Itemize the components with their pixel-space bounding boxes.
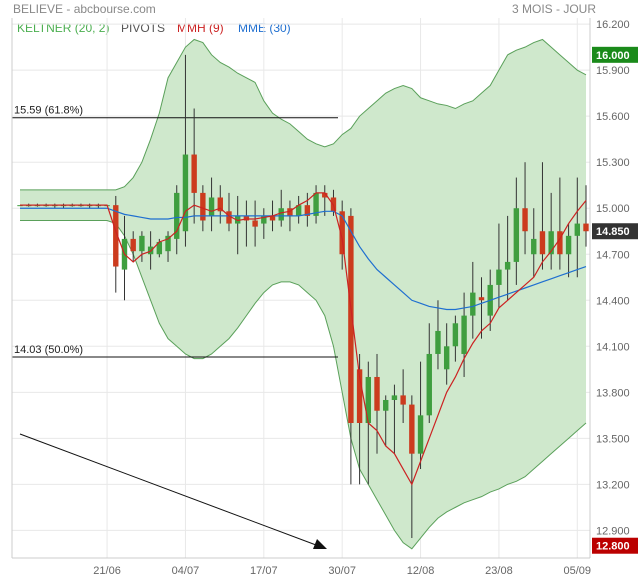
candle-body	[191, 154, 197, 193]
candle-body	[243, 215, 250, 221]
y-tick-label: 16.200	[596, 19, 630, 31]
price-badge-label: 14.850	[596, 226, 630, 238]
candle-body	[278, 208, 284, 221]
y-tick-label: 14.700	[596, 249, 630, 261]
candle-body	[374, 376, 380, 411]
candle-body	[365, 376, 372, 423]
candle-body	[557, 231, 563, 255]
candle-body	[496, 269, 502, 285]
keltner-upper-line	[20, 38, 587, 191]
candle-body	[548, 231, 554, 255]
y-tick-label: 13.200	[596, 479, 630, 491]
y-tick-label: 15.300	[596, 157, 630, 169]
candle-body	[409, 404, 415, 454]
price-badge	[592, 223, 638, 240]
price-badges: 16.000 14.850 12.800	[592, 46, 638, 554]
price-badge	[592, 537, 638, 554]
arrow-head	[313, 539, 327, 549]
y-tick-label: 13.800	[596, 387, 630, 399]
mme-line	[20, 207, 587, 311]
candle-body	[339, 211, 345, 255]
fib-label: 15.59 (61.8%)	[14, 105, 83, 117]
candle-body	[531, 238, 537, 255]
candle-body	[113, 205, 119, 267]
candle-body	[400, 395, 406, 405]
axes: 12.900 13.200 13.500 13.800 14.100 14.400 14.7…	[11, 18, 630, 577]
candle-body	[443, 346, 450, 370]
candle-body	[217, 197, 223, 212]
x-tick-label: 12/08	[407, 565, 435, 577]
mmh-line	[20, 192, 587, 486]
candle-body	[234, 215, 241, 224]
candle-body	[391, 395, 398, 400]
candle-body	[200, 192, 206, 221]
candle-body	[130, 238, 136, 252]
y-tick-label: 14.400	[596, 295, 630, 307]
candle-body	[313, 192, 319, 216]
y-tick-label: 15.900	[596, 65, 630, 77]
y-tick-label: 13.500	[596, 433, 630, 445]
candle-body	[383, 399, 389, 411]
y-tick-label: 15.600	[596, 111, 630, 123]
candle-body	[165, 235, 171, 252]
candle-body	[295, 205, 302, 216]
candle-body	[522, 208, 528, 232]
candle-body	[417, 415, 424, 454]
candle-body	[426, 353, 432, 416]
candle-body	[226, 211, 232, 224]
candle-body	[435, 330, 441, 354]
candle-body	[539, 231, 546, 255]
candle-body	[583, 223, 589, 232]
candle-body	[261, 215, 267, 224]
arrow-shaft	[19, 433, 317, 546]
candle-body	[470, 292, 476, 316]
candle-body	[139, 235, 145, 252]
candle-body	[252, 220, 258, 227]
x-tick-label: 17/07	[250, 565, 278, 577]
candle-body	[461, 315, 467, 354]
candle-body	[478, 297, 485, 301]
moving-averages	[20, 192, 587, 486]
x-tick-label: 05/09	[564, 565, 592, 577]
candle-body	[356, 369, 363, 423]
candle-body	[269, 215, 276, 221]
keltner-fill	[20, 39, 586, 549]
period-label[interactable]: 3 MOIS - JOUR	[512, 2, 597, 16]
y-tick-label: 15.000	[596, 203, 630, 215]
y-tick-label: 12.900	[596, 525, 630, 537]
x-tick-label: 21/06	[93, 565, 121, 577]
candle-body	[322, 192, 328, 198]
fib-label: 14.03 (50.0%)	[14, 344, 83, 356]
candle-body	[513, 208, 520, 262]
price-badge-label: 16.000	[596, 50, 630, 62]
chart-title: BELIEVE - abcbourse.com	[13, 2, 156, 16]
candle-body	[504, 261, 511, 270]
fibonacci-levels: 15.59 (61.8%) 14.03 (50.0%)	[12, 105, 338, 358]
candle-body	[208, 197, 215, 216]
candle-body	[182, 154, 189, 232]
x-tick-label: 30/07	[328, 565, 356, 577]
x-tick-label: 23/08	[485, 565, 513, 577]
x-tick-label: 04/07	[172, 565, 200, 577]
candle-body	[452, 323, 459, 347]
candle-body	[287, 208, 293, 216]
candle-body	[174, 192, 180, 239]
trend-arrow	[19, 433, 327, 549]
candle-body	[574, 223, 580, 236]
y-tick-label: 14.100	[596, 341, 630, 353]
price-badge	[592, 46, 638, 63]
candle-body	[304, 205, 311, 216]
price-badge-label: 12.800	[596, 541, 630, 553]
candle-body	[156, 241, 163, 255]
candle-body	[348, 215, 354, 423]
candle-body	[565, 235, 572, 255]
